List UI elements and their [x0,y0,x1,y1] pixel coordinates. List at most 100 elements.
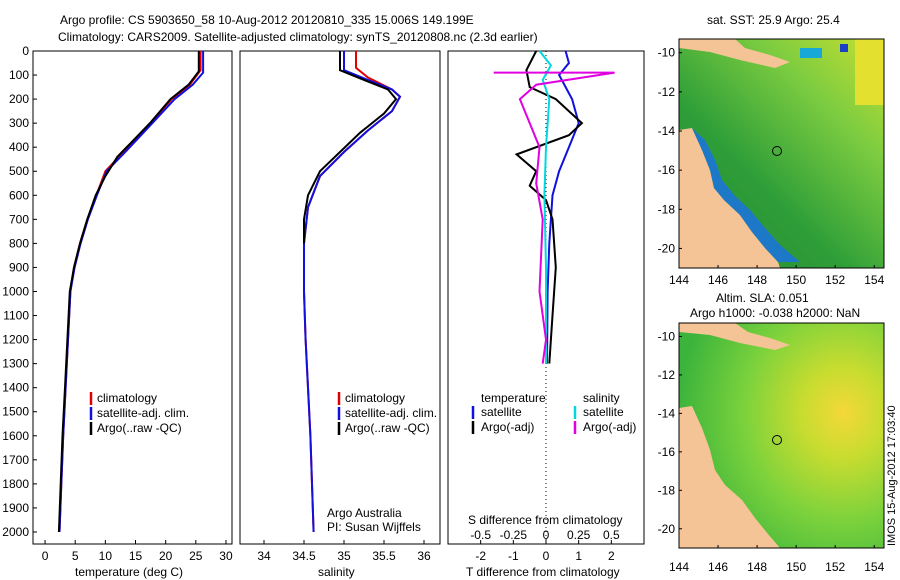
x-top-tick-label: 0.5 [603,528,620,542]
map-x-tick-label: 150 [786,273,806,287]
map-y-tick-label: -20 [658,522,676,536]
x-tick-label: 25 [189,549,203,563]
credit-pi: PI: Susan Wijffels [327,520,421,534]
series-line [538,50,553,364]
salinity-series [303,51,402,533]
sst-land-australia [679,128,780,268]
y-tick-label: 200 [9,92,29,106]
x-tick-label: 35 [337,549,351,563]
map-x-tick-label: 154 [864,560,884,574]
map-x-tick-label: 144 [669,273,689,287]
map-y-tick-label: -14 [658,124,676,138]
map-y-tick-label: -20 [658,241,676,255]
y-tick-label: 1800 [2,477,29,491]
map-x-tick-label: 152 [825,273,845,287]
y-tick-label: 1700 [2,453,29,467]
x-tick-label: 0 [543,549,550,563]
y-tick-label: 0 [22,44,29,58]
legend-label-t-satellite: satellite [481,405,522,419]
x-tick-label: 10 [99,549,113,563]
series-line [546,50,580,364]
map-x-tick-label: 146 [708,273,728,287]
legend-label-satellite: satellite-adj. clim. [97,406,189,420]
legend-label-argo: Argo(..raw -QC) [345,421,430,435]
map-y-tick-label: -14 [658,406,676,420]
x-tick-label: 2 [608,549,615,563]
legend-label-satellite: satellite-adj. clim. [345,406,437,420]
x-tick-label: 36 [417,549,431,563]
sst-map-frame [678,38,885,269]
legend-title-temperature: temperature [481,391,546,405]
y-tick-label: 1400 [2,381,29,395]
temperature-legend: climatology satellite-adj. clim. Argo(..… [89,391,189,435]
series-line [303,51,402,533]
series-line [58,51,202,533]
sst-map [678,38,885,269]
title-line-2: Climatology: CARS2009. Satellite-adjuste… [58,30,538,44]
pressure-axis: 0 100 200 300 400 500 600 700 800 900 1000 1100 1200… [2,44,37,539]
y-tick-label: 900 [9,260,29,274]
sla-map-axes: 144 146 148 150 152 154 -10 -12 -14 -16 -18 -20 [658,329,885,574]
y-tick-label: 1500 [2,405,29,419]
temperature-series [57,51,205,533]
x-tick-label: 0 [42,549,49,563]
x-tick-label: 1 [575,549,582,563]
salinity-legend: climatology satellite-adj. clim. Argo(..… [337,391,437,435]
sst-coastal-cold-band [692,128,800,262]
timestamp-stamp: IMOS 15-Aug-2012 17:03:40 [886,405,898,546]
series-line [493,71,615,364]
y-tick-label: 1300 [2,357,29,371]
map-x-tick-label: 152 [825,560,845,574]
y-tick-label: 700 [9,212,29,226]
map-y-tick-label: -12 [658,368,676,382]
y-tick-label: 1000 [2,284,29,298]
sla-profile-marker [772,435,782,445]
difference-top-xlabel: S difference from climatology [468,513,623,527]
y-tick-label: 1200 [2,333,29,347]
map-x-tick-label: 154 [864,273,884,287]
legend-label-climatology: climatology [97,391,157,405]
temperature-xlabel: temperature (deg C) [75,565,183,579]
x-tick-label: 5 [72,549,79,563]
sla-map [678,322,885,549]
temperature-panel [32,50,233,545]
x-tick-label: 30 [219,549,233,563]
series-line [58,51,205,533]
y-tick-label: 1900 [2,501,29,515]
legend-label-t-argo: Argo(-adj) [481,420,534,434]
series-line [303,51,402,533]
map-y-tick-label: -16 [658,445,676,459]
y-tick-label: 100 [9,68,29,82]
salinity-x-axis: 34 34.5 35 35.5 36 [257,540,431,563]
x-tick-label: 20 [159,549,173,563]
sst-warm-patch [855,39,884,105]
x-top-tick-label: 0.25 [567,528,591,542]
legend-label-s-argo: Argo(-adj) [583,420,636,434]
y-tick-label: 400 [9,140,29,154]
sst-cold-patch [800,48,822,58]
x-tick-label: -1 [508,549,519,563]
y-tick-label: 300 [9,116,29,130]
title-line-1: Argo profile: CS 5903650_58 10-Aug-2012 … [60,13,474,27]
y-tick-label: 500 [9,164,29,178]
legend-title-salinity: salinity [583,391,620,405]
sst-land-new-guinea [679,39,790,68]
x-tick-label: 34.5 [292,549,316,563]
map-y-tick-label: -12 [658,85,676,99]
series-line [57,51,200,533]
difference-legend: temperature salinity satellite Argo(-adj… [471,391,636,434]
legend-label-argo: Argo(..raw -QC) [97,421,182,435]
sla-map-subtitle: Argo h1000: -0.038 h2000: NaN [690,306,860,320]
map-y-tick-label: -18 [658,483,676,497]
x-tick-label: 15 [129,549,143,563]
difference-xlabel: T difference from climatology [466,565,620,579]
salinity-xlabel: salinity [318,565,355,579]
map-x-tick-label: 148 [747,273,767,287]
difference-series [493,50,615,364]
map-y-tick-label: -16 [658,163,676,177]
x-top-tick-label: -0.25 [500,528,528,542]
x-tick-label: -2 [475,549,486,563]
series-line [514,50,584,364]
sst-map-axes: 144 146 148 150 152 154 -10 -12 -14 -16 -18 -20 [658,46,885,287]
